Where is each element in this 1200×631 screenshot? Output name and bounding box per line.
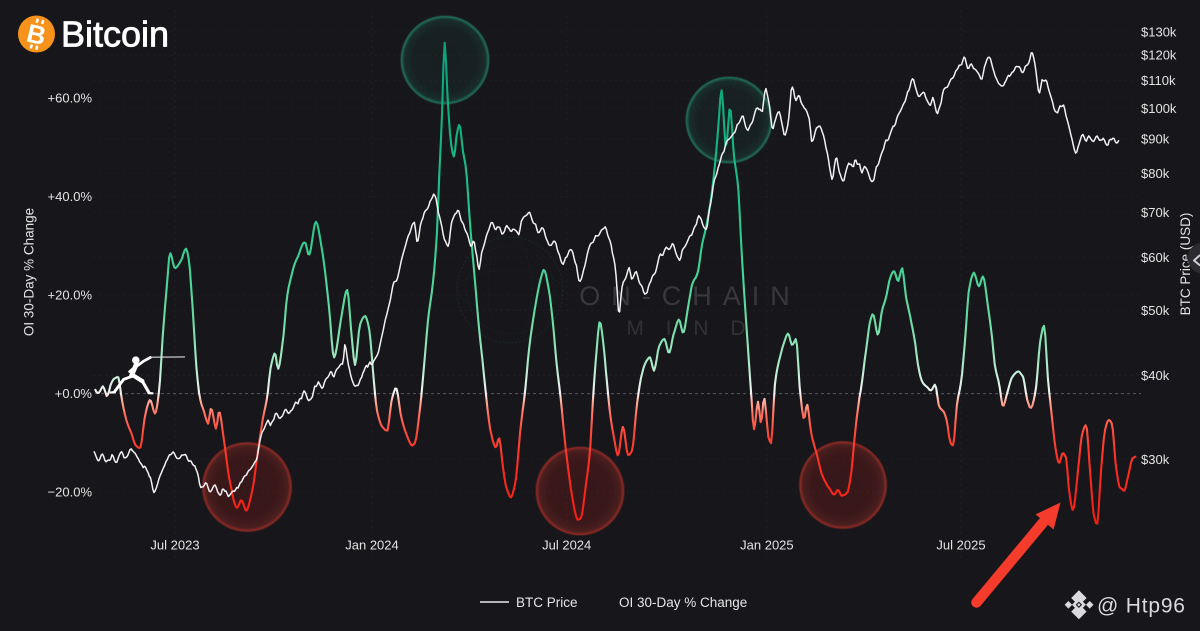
svg-text:$100k: $100k [1141, 101, 1177, 116]
svg-text:$80k: $80k [1141, 166, 1170, 181]
svg-text:$130k: $130k [1141, 24, 1177, 39]
svg-text:OI 30-Day % Change: OI 30-Day % Change [22, 208, 37, 336]
svg-text:$90k: $90k [1141, 132, 1170, 147]
svg-text:$70k: $70k [1141, 205, 1170, 220]
svg-text:$110k: $110k [1141, 73, 1176, 88]
svg-text:Jan 2024: Jan 2024 [345, 538, 399, 553]
svg-text:−20.0%: −20.0% [48, 485, 93, 500]
svg-text:OI 30-Day % Change: OI 30-Day % Change [619, 595, 747, 610]
svg-text:ON-CHAIN: ON-CHAIN [579, 281, 801, 311]
svg-text:$50k: $50k [1141, 303, 1170, 318]
svg-text:+60.0%: +60.0% [48, 91, 93, 106]
svg-text:+20.0%: +20.0% [48, 288, 93, 303]
svg-text:BTC Price (USD): BTC Price (USD) [1178, 213, 1193, 316]
svg-text:Jul 2025: Jul 2025 [936, 538, 985, 553]
svg-text:BTC Price: BTC Price [516, 595, 578, 610]
svg-text:M I N D: M I N D [626, 317, 753, 340]
svg-text:Jul 2023: Jul 2023 [150, 538, 199, 553]
svg-text:+40.0%: +40.0% [48, 189, 93, 204]
svg-text:$60k: $60k [1141, 250, 1170, 265]
svg-text:+0.0%: +0.0% [55, 386, 93, 401]
svg-text:$40k: $40k [1141, 368, 1170, 383]
svg-text:$30k: $30k [1141, 452, 1170, 467]
svg-text:Bitcoin: Bitcoin [61, 14, 169, 55]
svg-text:$120k: $120k [1141, 48, 1177, 63]
svg-text:@ Htp96: @ Htp96 [1097, 595, 1186, 618]
svg-text:Jan 2025: Jan 2025 [740, 538, 794, 553]
svg-text:Jul 2024: Jul 2024 [542, 538, 591, 553]
